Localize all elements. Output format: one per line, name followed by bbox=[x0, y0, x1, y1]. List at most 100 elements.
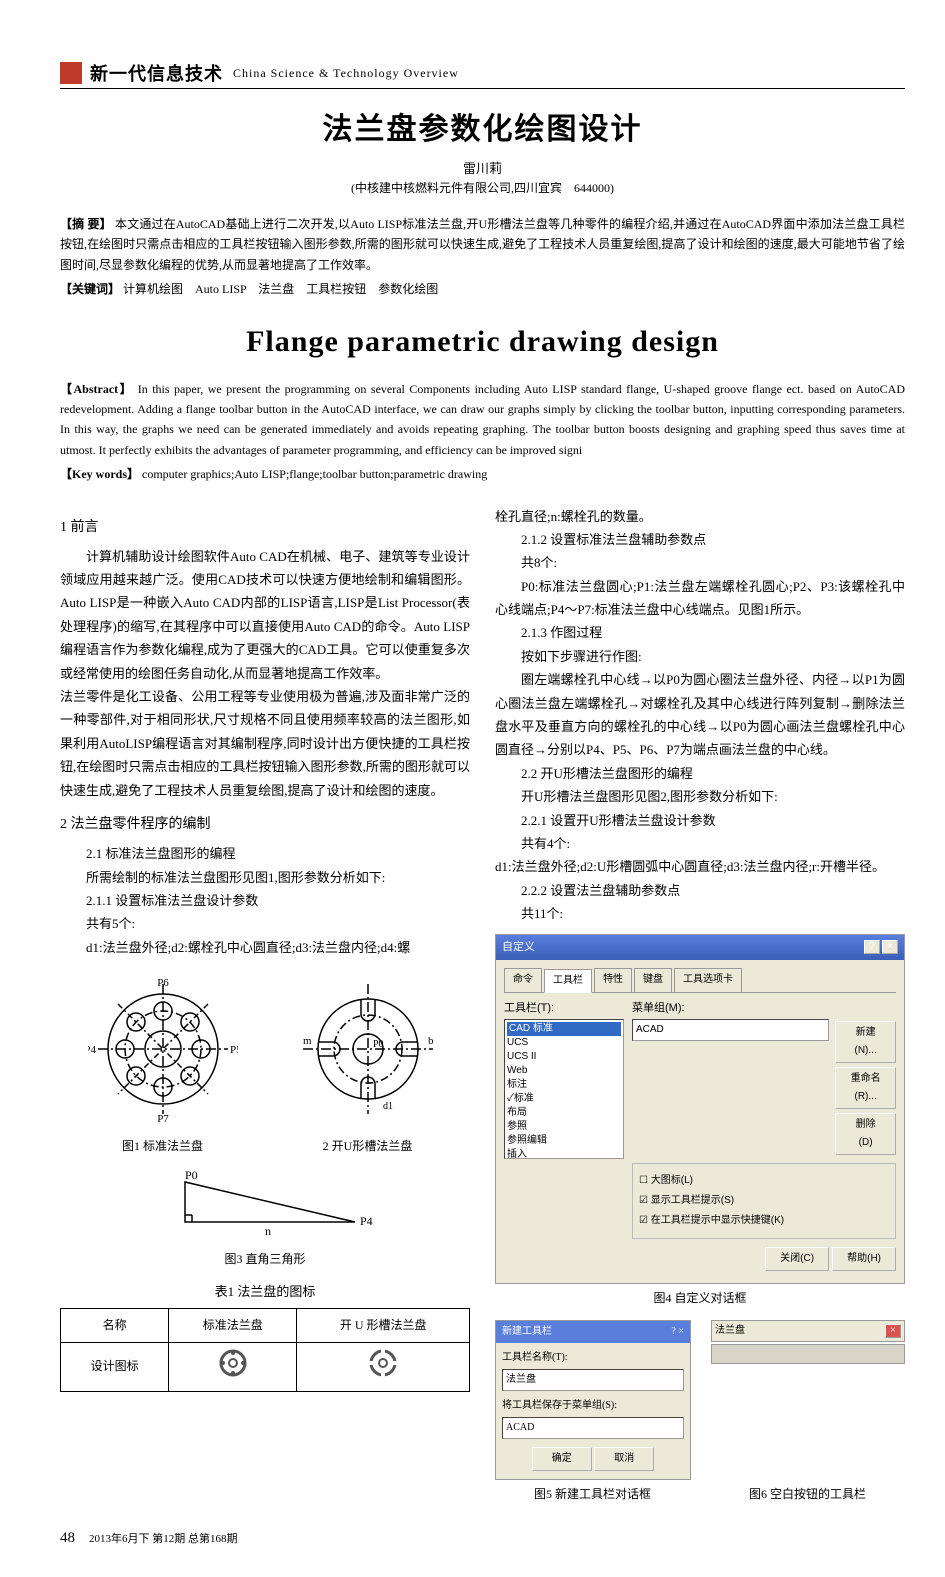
table-1-caption: 表1 法兰盘的图标 bbox=[60, 1280, 470, 1303]
t1-r1c2: 标准法兰盘 bbox=[169, 1308, 297, 1343]
section-2-1-heading: 2.1 标准法兰盘图形的编程 bbox=[60, 842, 470, 865]
abstract-cn-label: 【摘 要】 bbox=[60, 217, 112, 231]
figure-2: m b P0 d1 2 开U形槽法兰盘 bbox=[293, 974, 443, 1157]
help-icon[interactable]: ? bbox=[864, 940, 880, 954]
saveto-label: 将工具栏保存于菜单组(S): bbox=[502, 1397, 684, 1415]
paper-title-cn: 法兰盘参数化绘图设计 bbox=[60, 104, 905, 148]
para-221b: d1:法兰盘外径;d2:U形槽圆弧中心圆直径;d3:法兰盘内径;r:开槽半径。 bbox=[495, 855, 905, 878]
ok-button[interactable]: 确定 bbox=[532, 1447, 592, 1471]
label-p5: P5 bbox=[230, 1044, 238, 1056]
label-p0: P0 bbox=[373, 1039, 384, 1050]
list-item[interactable]: CAD 标准 bbox=[507, 1022, 621, 1036]
keywords-en-text: computer graphics;Auto LISP;flange;toolb… bbox=[142, 467, 487, 481]
list-item[interactable]: 参照 bbox=[507, 1120, 621, 1134]
tab-properties[interactable]: 特性 bbox=[594, 968, 632, 992]
toolbar-name-input[interactable]: 法兰盘 bbox=[502, 1369, 684, 1391]
para-221a: 共有4个: bbox=[495, 832, 905, 855]
author-name: 雷川莉 bbox=[60, 158, 905, 177]
label-p6: P6 bbox=[157, 977, 169, 989]
dialog4-main-row: 工具栏(T): CAD 标准 UCS UCS II Web 标注 ✓标准 布局 … bbox=[504, 999, 896, 1239]
label-d1: d1 bbox=[383, 1101, 393, 1112]
figure-2-caption: 2 开U形槽法兰盘 bbox=[293, 1136, 443, 1158]
dialog4-window-controls: ? × bbox=[864, 940, 898, 954]
tab-toolbars[interactable]: 工具栏 bbox=[544, 969, 592, 993]
toolbar-name-label: 工具栏名称(T): bbox=[502, 1349, 684, 1367]
para-211b: d1:法兰盘外径;d2:螺栓孔中心圆直径;d3:法兰盘内径;d4:螺 bbox=[60, 936, 470, 959]
list-item[interactable]: ✓标准 bbox=[507, 1092, 621, 1106]
toolbar-empty-slot bbox=[711, 1344, 905, 1364]
journal-name-cn: 新一代信息技术 bbox=[90, 60, 223, 86]
figure-1: P6 P4 P5 P7 图1 标准法兰盘 bbox=[88, 974, 238, 1157]
list-item[interactable]: UCS bbox=[507, 1036, 621, 1050]
abstract-en-label: 【Abstract】 bbox=[60, 382, 133, 396]
keywords-en-label: 【Key words】 bbox=[60, 467, 139, 481]
chk-show-shortcut[interactable]: ☑ 在工具栏提示中显示快捷键(K) bbox=[639, 1212, 889, 1230]
figure-1-caption: 图1 标准法兰盘 bbox=[88, 1136, 238, 1158]
chk-show-tooltip[interactable]: ☑ 显示工具栏提示(S) bbox=[639, 1192, 889, 1210]
para-211a: 共有5个: bbox=[60, 912, 470, 935]
two-column-body: 1 前言 计算机辅助设计绘图软件Auto CAD在机械、电子、建筑等专业设计领域… bbox=[60, 505, 905, 1506]
label-p4: P4 bbox=[88, 1044, 96, 1056]
close-icon[interactable]: × bbox=[882, 940, 898, 954]
figure-4-caption: 图4 自定义对话框 bbox=[495, 1288, 905, 1310]
para-213a: 按如下步骤进行作图: bbox=[495, 645, 905, 668]
journal-name-en: China Science & Technology Overview bbox=[233, 66, 459, 81]
t1-r2c2-icon bbox=[169, 1343, 297, 1392]
saveto-select[interactable]: ACAD bbox=[502, 1417, 684, 1439]
para-222a: 共11个: bbox=[495, 902, 905, 925]
new-toolbar-dialog: 新建工具栏 ? × 工具栏名称(T): 法兰盘 将工具栏保存于菜单组(S): A… bbox=[495, 1320, 691, 1480]
list-item[interactable]: 插入 bbox=[507, 1148, 621, 1159]
page-number: 48 bbox=[60, 1530, 75, 1547]
paper-title-en: Flange parametric drawing design bbox=[60, 325, 905, 359]
rename-button[interactable]: 重命名(R)... bbox=[835, 1067, 896, 1109]
para-top-right: 栓孔直径;n:螺栓孔的数量。 bbox=[495, 505, 905, 528]
para-212b: P0:标准法兰盘圆心;P1:法兰盘左端螺栓孔圆心;P2、P3:该螺栓孔中心线端点… bbox=[495, 575, 905, 622]
list-item[interactable]: UCS II bbox=[507, 1050, 621, 1064]
menugroup-select[interactable]: ACAD bbox=[632, 1019, 829, 1041]
dialog5-titlebar: 新建工具栏 ? × bbox=[496, 1321, 690, 1343]
section-212-heading: 2.1.2 设置标准法兰盘辅助参数点 bbox=[495, 528, 905, 551]
page-footer: 48 2013年6月下 第12期 总第168期 bbox=[60, 1530, 905, 1547]
toolbar-listbox[interactable]: CAD 标准 UCS UCS II Web 标注 ✓标准 布局 参照 参照编辑 … bbox=[504, 1019, 624, 1159]
delete-button[interactable]: 删除(D) bbox=[835, 1113, 896, 1155]
cancel-button[interactable]: 取消 bbox=[594, 1447, 654, 1471]
para-212a: 共8个: bbox=[495, 551, 905, 574]
tab-tool-options[interactable]: 工具选项卡 bbox=[674, 968, 742, 992]
section-213-heading: 2.1.3 作图过程 bbox=[495, 621, 905, 644]
dialog5-body: 工具栏名称(T): 法兰盘 将工具栏保存于菜单组(S): ACAD 确定 取消 bbox=[496, 1343, 690, 1479]
toolbar-list-label: 工具栏(T): bbox=[504, 999, 624, 1019]
figure-5-caption: 图5 新建工具栏对话框 bbox=[495, 1484, 690, 1506]
dialog5-close-icon[interactable]: ? × bbox=[671, 1323, 684, 1341]
t1-r1c1: 名称 bbox=[61, 1308, 169, 1343]
toolbar-titlebar: 法兰盘 × bbox=[711, 1320, 905, 1342]
customize-dialog: 自定义 ? × 命令 工具栏 特性 键盘 工具选项卡 工具栏(T): bbox=[495, 934, 905, 1285]
toolbar-close-icon[interactable]: × bbox=[885, 1324, 901, 1338]
t1-r2c3-icon bbox=[297, 1343, 470, 1392]
std-flange-icon bbox=[219, 1349, 247, 1377]
issue-info: 2013年6月下 第12期 总第168期 bbox=[89, 1530, 238, 1546]
figures-1-2: P6 P4 P5 P7 图1 标准法兰盘 bbox=[60, 974, 470, 1157]
list-item[interactable]: Web bbox=[507, 1064, 621, 1078]
empty-toolbar-figure: 法兰盘 × bbox=[711, 1320, 905, 1364]
close-button[interactable]: 关闭(C) bbox=[765, 1247, 829, 1271]
dialog4-title-text: 自定义 bbox=[502, 938, 535, 958]
ugroove-flange-icon bbox=[369, 1349, 397, 1377]
para-22: 开U形槽法兰盘图形见图2,图形参数分析如下: bbox=[495, 785, 905, 808]
triangle-svg: P0 n P4 bbox=[155, 1167, 375, 1237]
chk-large-icons[interactable]: ☐ 大图标(L) bbox=[639, 1172, 889, 1190]
list-item[interactable]: 参照编辑 bbox=[507, 1134, 621, 1148]
tab-commands[interactable]: 命令 bbox=[504, 968, 542, 992]
section-1-heading: 1 前言 bbox=[60, 515, 470, 540]
abstract-en: 【Abstract】 In this paper, we present the… bbox=[60, 379, 905, 461]
section-221-heading: 2.2.1 设置开U形槽法兰盘设计参数 bbox=[495, 809, 905, 832]
tab-keyboard[interactable]: 键盘 bbox=[634, 968, 672, 992]
para-2-1: 所需绘制的标准法兰盘图形见图1,图形参数分析如下: bbox=[60, 866, 470, 889]
list-item[interactable]: 布局 bbox=[507, 1106, 621, 1120]
help-button[interactable]: 帮助(H) bbox=[832, 1247, 896, 1271]
figure-6-caption: 图6 空白按钮的工具栏 bbox=[710, 1484, 905, 1506]
para-1-2: 法兰零件是化工设备、公用工程等专业使用极为普遍,涉及面非常广泛的一种零部件,对于… bbox=[60, 685, 470, 802]
figure-3: P0 n P4 图3 直角三角形 bbox=[60, 1167, 470, 1270]
figure-3-caption: 图3 直角三角形 bbox=[60, 1249, 470, 1271]
new-button[interactable]: 新建(N)... bbox=[835, 1021, 896, 1063]
list-item[interactable]: 标注 bbox=[507, 1078, 621, 1092]
